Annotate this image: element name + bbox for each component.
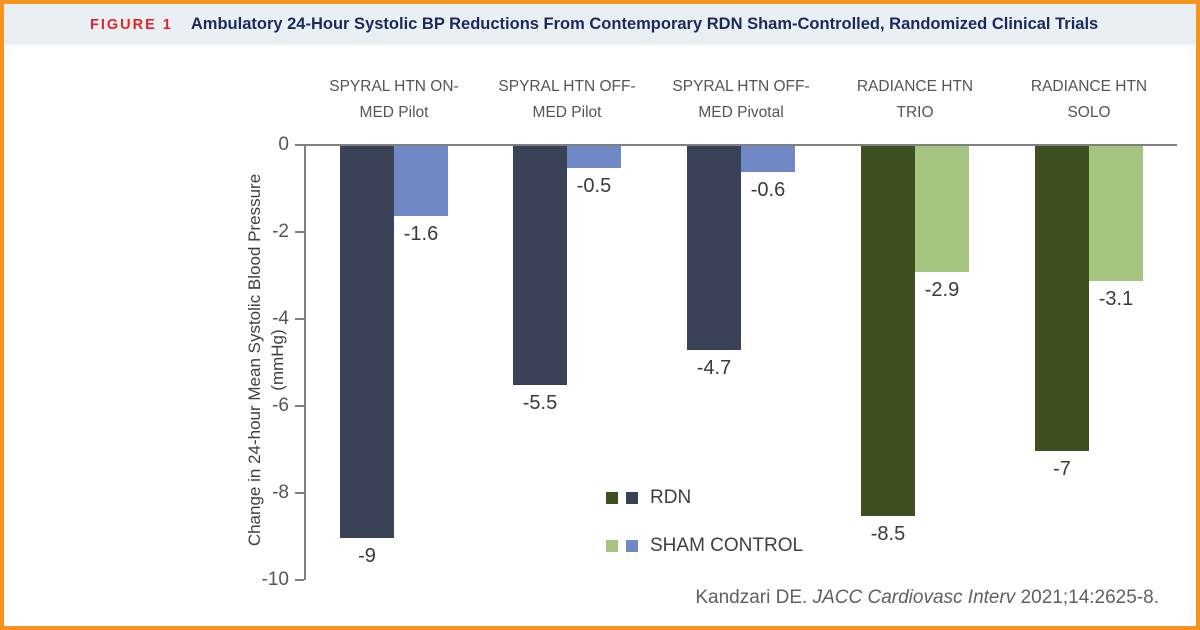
category-header-3-line2: TRIO — [896, 104, 934, 121]
y-tick-label-5: -10 — [261, 569, 289, 590]
y-tick-mark-0 — [295, 144, 304, 146]
y-axis-title: Change in 24-hour Mean Systolic Blood Pr… — [243, 120, 289, 600]
bar-sham-1 — [567, 146, 621, 168]
legend-swatch-icon — [626, 540, 638, 552]
legend-swatch-icon — [606, 492, 618, 504]
category-header-4: RADIANCE HTN SOLO — [989, 74, 1189, 126]
y-tick-mark-4 — [295, 492, 304, 494]
y-tick-label-4: -8 — [272, 482, 289, 503]
category-header-4-line2: SOLO — [1067, 104, 1111, 121]
y-tick-mark-3 — [295, 405, 304, 407]
y-tick-label-3: -6 — [272, 395, 289, 416]
y-tick-mark-1 — [295, 231, 304, 233]
category-header-0-line1: SPYRAL HTN ON- — [329, 78, 459, 95]
y-tick-mark-2 — [295, 318, 304, 320]
bar-value-rdn-1: -5.5 — [522, 392, 558, 415]
category-header-0: SPYRAL HTN ON- MED Pilot — [294, 74, 494, 126]
citation-journal: JACC Cardiovasc Interv — [812, 587, 1016, 608]
bar-rdn-2 — [687, 146, 741, 351]
bar-sham-3 — [915, 146, 969, 273]
legend-label-1: SHAM CONTROL — [650, 535, 804, 556]
bar-value-rdn-2: -4.7 — [696, 357, 732, 380]
bar-sham-4 — [1089, 146, 1143, 281]
legend-entry-1: SHAM CONTROL — [606, 535, 804, 556]
figure-label: FIGURE 1 — [90, 16, 173, 33]
bar-value-sham-4: -3.1 — [1098, 287, 1134, 310]
bar-rdn-1 — [513, 146, 567, 386]
category-header-3-line1: RADIANCE HTN — [856, 78, 974, 95]
figure-title: Ambulatory 24-Hour Systolic BP Reduction… — [190, 15, 1099, 33]
legend-label-0: RDN — [650, 487, 692, 508]
category-header-2-line2: MED Pivotal — [698, 104, 784, 121]
bar-value-sham-0: -1.6 — [403, 222, 439, 245]
y-tick-mark-5 — [295, 579, 304, 581]
bar-value-rdn-3: -8.5 — [870, 522, 906, 545]
citation: Kandzari DE. JACC Cardiovasc Interv 2021… — [695, 587, 1159, 609]
category-header-4-line1: RADIANCE HTN — [1030, 78, 1148, 95]
category-header-0-line2: MED Pilot — [359, 104, 429, 121]
citation-author: Kandzari DE. — [695, 587, 813, 608]
category-header-1-line2: MED Pilot — [532, 104, 602, 121]
bar-rdn-0 — [340, 146, 394, 538]
bar-rdn-3 — [861, 146, 915, 516]
category-header-1: SPYRAL HTN OFF- MED Pilot — [467, 74, 667, 126]
category-header-1-line1: SPYRAL HTN OFF- — [498, 78, 636, 95]
legend-swatch-icon — [606, 540, 618, 552]
y-axis-title-line1: Change in 24-hour Mean Systolic Blood Pr… — [245, 173, 264, 547]
category-header-2: SPYRAL HTN OFF- MED Pivotal — [641, 74, 841, 126]
bar-value-sham-1: -0.5 — [576, 174, 612, 197]
legend-entry-0: RDN — [606, 487, 692, 508]
legend-swatch-icon — [626, 492, 638, 504]
y-tick-label-0: 0 — [278, 134, 289, 155]
citation-volume: 2021;14:2625-8. — [1015, 587, 1159, 608]
y-tick-label-1: -2 — [272, 221, 289, 242]
bar-value-sham-2: -0.6 — [750, 179, 786, 202]
x-baseline — [304, 144, 1177, 146]
y-axis-line — [304, 145, 306, 580]
figure-header: FIGURE 1 Ambulatory 24-Hour Systolic BP … — [4, 4, 1196, 45]
bar-value-rdn-0: -9 — [358, 544, 376, 567]
category-header-2-line1: SPYRAL HTN OFF- — [672, 78, 810, 95]
y-tick-label-2: -4 — [272, 308, 289, 329]
category-header-3: RADIANCE HTN TRIO — [815, 74, 1015, 126]
bar-value-rdn-4: -7 — [1053, 457, 1071, 480]
bar-sham-2 — [741, 146, 795, 173]
bar-value-sham-3: -2.9 — [924, 279, 960, 302]
bar-rdn-4 — [1035, 146, 1089, 451]
bar-sham-0 — [394, 146, 448, 216]
y-axis-title-line2: (mmHg) — [268, 329, 287, 391]
